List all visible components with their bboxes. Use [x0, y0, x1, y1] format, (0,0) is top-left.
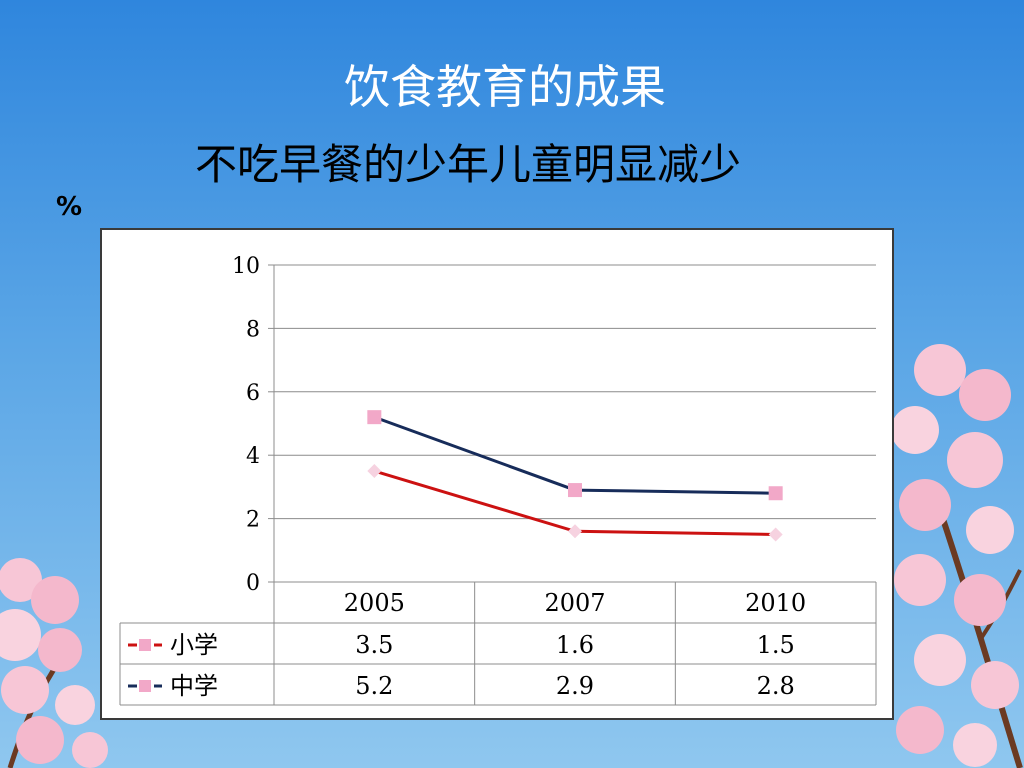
line-chart: 0 2 4 6 8 10 2005 2007 2010 小学 3.5 1.6 1.5 中学 5.2 2.9 2.…	[119, 254, 877, 706]
legend-series-name: 小学	[170, 631, 218, 659]
table-value-cell: 2.8	[757, 672, 795, 700]
table-value-cell: 1.6	[556, 631, 594, 659]
legend-series-name: 中学	[170, 672, 218, 700]
slide-title: 饮食教育的成果	[344, 60, 666, 114]
y-tick-label: 8	[246, 317, 260, 342]
table-value-cell: 3.5	[355, 631, 393, 659]
data-point-marker	[768, 486, 783, 501]
y-tick-label: 4	[246, 444, 260, 469]
slide-subtitle: 不吃早餐的少年儿童明显减少	[195, 140, 742, 189]
cherry-blossom-left-decoration	[0, 558, 108, 768]
data-point-marker	[768, 527, 783, 542]
y-tick-label: 10	[232, 254, 260, 279]
table-value-cell: 5.2	[355, 672, 393, 700]
data-point-marker	[367, 410, 382, 425]
legend-swatch-marker	[139, 639, 151, 651]
data-point-marker	[568, 524, 582, 539]
table-value-cell: 1.5	[757, 631, 795, 659]
unit-label: %	[56, 192, 83, 222]
chart-panel: 0 2 4 6 8 10 2005 2007 2010 小学 3.5 1.6 1.5 中学 5.2 2.9 2.…	[100, 228, 894, 720]
x-category-label: 2005	[344, 589, 405, 617]
y-tick-label: 2	[246, 508, 260, 533]
y-tick-label: 0	[246, 571, 260, 596]
legend-swatch-marker	[139, 680, 151, 692]
cherry-blossom-right-decoration	[891, 344, 1023, 768]
data-point-marker	[568, 483, 582, 498]
y-tick-label: 6	[246, 381, 260, 406]
x-category-label: 2010	[745, 589, 806, 617]
data-point-marker	[367, 464, 382, 479]
x-category-label: 2007	[544, 589, 605, 617]
table-value-cell: 2.9	[556, 672, 594, 700]
